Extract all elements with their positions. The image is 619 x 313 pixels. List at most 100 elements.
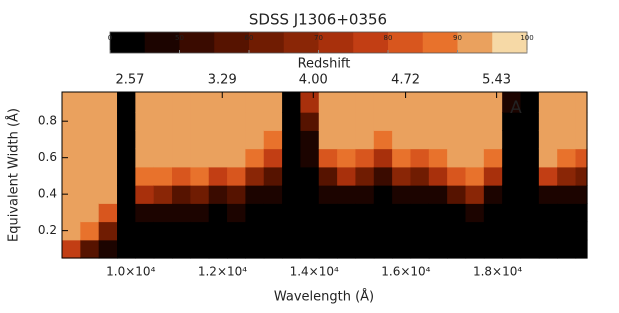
heat-cell — [282, 130, 302, 150]
heat-cell — [465, 221, 485, 241]
heat-cell — [355, 92, 375, 113]
heat-cell — [428, 239, 448, 259]
heat-cell — [410, 185, 430, 204]
x-axis-label: Wavelength (Å) — [274, 289, 374, 305]
heat-cell — [172, 185, 191, 204]
heat-cell — [263, 239, 283, 259]
heat-cell — [392, 148, 412, 168]
heat-cell — [483, 166, 503, 186]
heat-cell — [135, 166, 155, 186]
heat-cell — [208, 203, 228, 223]
heat-cell — [483, 130, 503, 150]
colorbar-segment — [353, 32, 389, 53]
heat-cell — [208, 92, 228, 113]
heat-cell — [135, 203, 155, 223]
heat-cell — [282, 112, 302, 131]
heat-cell — [208, 239, 228, 259]
heat-cell — [153, 185, 173, 204]
heat-cell — [520, 112, 540, 131]
heat-cell — [483, 148, 503, 168]
heat-cell — [575, 112, 588, 131]
heat-cell — [502, 92, 522, 113]
heat-cell — [172, 239, 191, 259]
heat-cell — [557, 185, 577, 204]
colorbar-tick-label: 50 — [175, 34, 184, 42]
heat-cell — [227, 130, 247, 150]
heat-cell — [153, 221, 173, 241]
heat-cell — [190, 166, 210, 186]
heat-cell — [373, 185, 393, 204]
heat-cell — [208, 130, 228, 150]
heat-cell — [373, 203, 393, 223]
heat-cell — [190, 92, 210, 113]
heat-cell — [208, 221, 228, 241]
heat-cell — [337, 130, 357, 150]
heat-cell — [135, 112, 155, 131]
heat-cell — [502, 148, 522, 168]
heat-cell — [575, 130, 588, 150]
heat-cell — [80, 148, 100, 168]
heat-cell — [520, 166, 540, 186]
heat-cell — [80, 203, 100, 223]
plot-frame — [61, 91, 588, 259]
heat-cell — [172, 166, 191, 186]
heat-cell — [208, 148, 228, 168]
heat-cell — [465, 185, 485, 204]
heat-cell — [300, 239, 320, 259]
heat-cell — [410, 166, 430, 186]
colorbar-segment — [388, 32, 424, 53]
heat-cell — [263, 185, 283, 204]
heat-cell — [80, 239, 100, 259]
heat-cell — [392, 92, 412, 113]
heat-cell — [117, 130, 136, 150]
heat-cell — [575, 239, 588, 259]
heat-cell — [282, 185, 302, 204]
y-axis-label: Equivalent Width (Å) — [6, 108, 22, 242]
heat-cell — [80, 130, 100, 150]
heat-cell — [172, 92, 191, 113]
heat-cell — [557, 148, 577, 168]
heat-cell — [227, 203, 247, 223]
heat-cell — [465, 92, 485, 113]
colorbar-tick-label: 100 — [520, 34, 533, 42]
heat-cell — [465, 112, 485, 131]
heat-cell — [117, 166, 136, 186]
heat-cell — [245, 239, 265, 259]
heat-cell — [465, 148, 485, 168]
x-tick-label: 1.2×10⁴ — [198, 265, 247, 279]
heat-cell — [447, 185, 467, 204]
heat-cell — [465, 166, 485, 186]
colorbar-segment — [249, 32, 285, 53]
heat-cell — [447, 166, 467, 186]
colorbar-tick-label: 0 — [108, 34, 112, 42]
heat-cell — [300, 130, 320, 150]
heat-cell — [575, 203, 588, 223]
heat-cell — [245, 221, 265, 241]
heat-cell — [80, 221, 100, 241]
colorbar-segment — [179, 32, 215, 53]
heat-cell — [135, 221, 155, 241]
heat-cell — [227, 185, 247, 204]
heat-cell — [447, 148, 467, 168]
heat-cell — [502, 221, 522, 241]
y-tick-label: 0.2 — [38, 223, 57, 237]
heat-cell — [575, 166, 588, 186]
heat-cell — [538, 130, 558, 150]
heat-cell — [502, 185, 522, 204]
heat-cell — [538, 221, 558, 241]
heat-cell — [227, 148, 247, 168]
heat-cell — [98, 185, 118, 204]
heat-cell — [208, 112, 228, 131]
heat-cell — [98, 92, 118, 113]
colorbar-segment — [144, 32, 180, 53]
heat-cell — [282, 221, 302, 241]
heat-cell — [557, 166, 577, 186]
heat-cell — [190, 148, 210, 168]
heat-cell — [300, 148, 320, 168]
heat-cell — [447, 130, 467, 150]
heat-cell — [483, 185, 503, 204]
heat-cell — [538, 185, 558, 204]
heat-cell — [62, 185, 81, 204]
colorbar-segment — [457, 32, 493, 53]
heat-cell — [355, 148, 375, 168]
